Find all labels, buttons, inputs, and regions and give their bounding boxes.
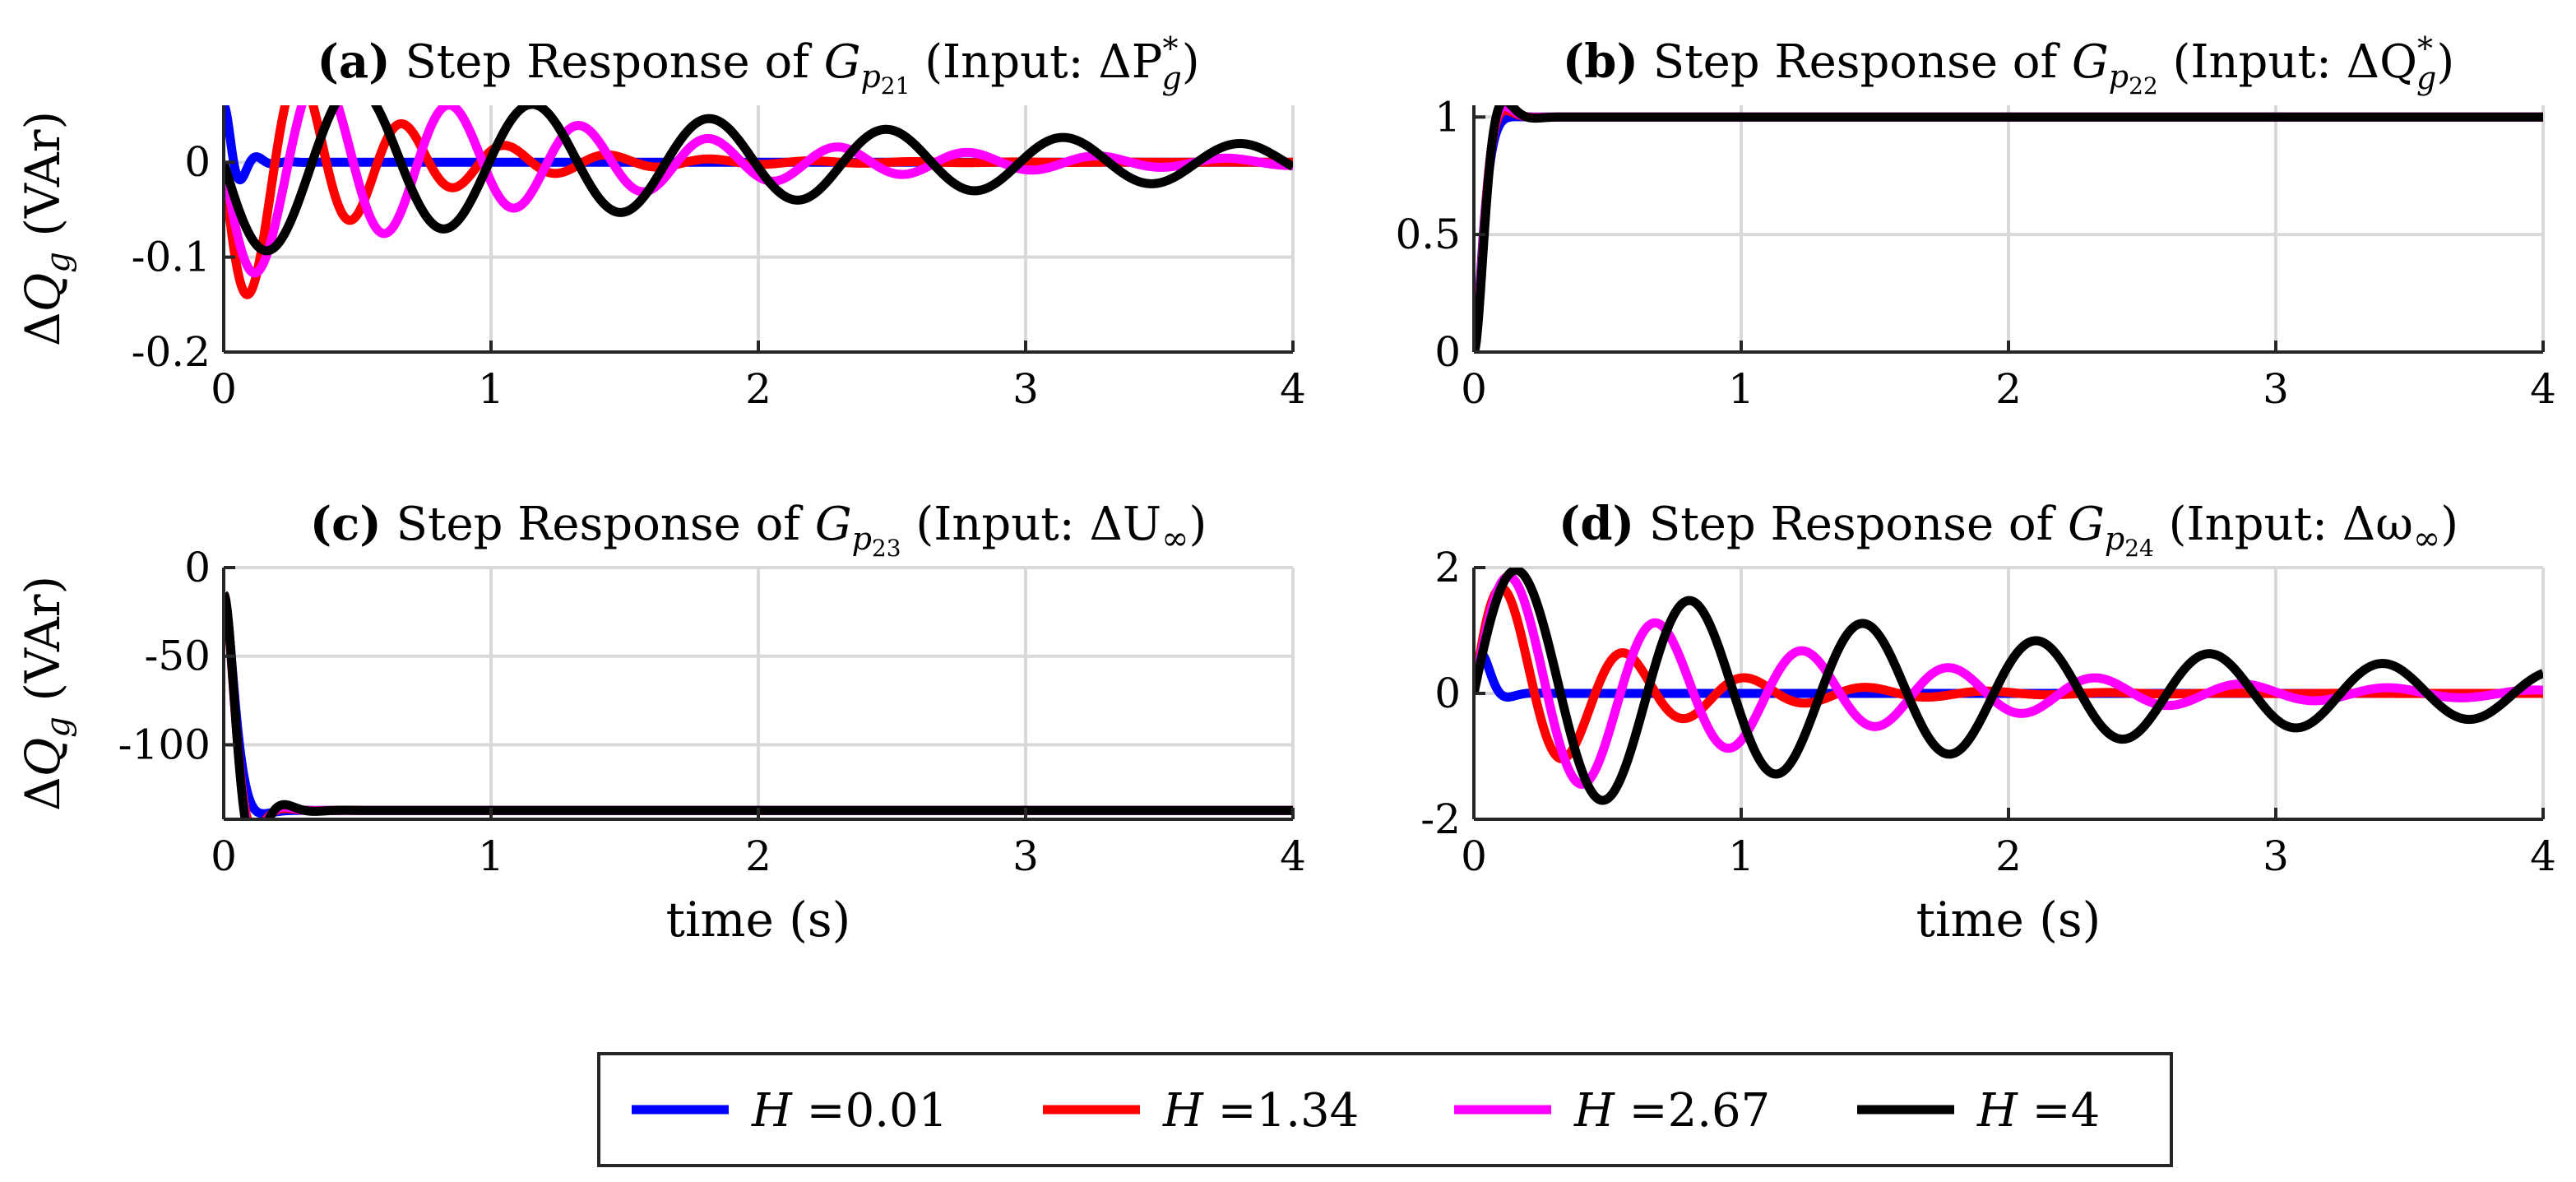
series-line-H4 xyxy=(1474,105,2543,352)
series-line-H4 xyxy=(224,105,1293,256)
series-line-H4 xyxy=(1474,568,2543,805)
x-axis-label: time (s) xyxy=(666,892,851,948)
x-tick-label: 1 xyxy=(1728,832,1754,880)
x-tick-label: 0 xyxy=(211,832,237,880)
legend-label: H =1.34 xyxy=(1162,1084,1359,1138)
y-tick-label: 0 xyxy=(1434,670,1461,717)
y-tick-label: 0 xyxy=(184,544,211,591)
legend-label: H =2.67 xyxy=(1573,1084,1770,1138)
y-tick-label: -0.2 xyxy=(132,328,211,376)
x-tick-label: 4 xyxy=(2530,832,2556,880)
y-tick-label: -100 xyxy=(118,721,211,768)
y-tick-label: 1 xyxy=(1434,93,1461,141)
x-tick-label: 0 xyxy=(1461,365,1487,413)
panel-title: (a) Step Response of Gp21 (Input: ΔP* g) xyxy=(317,30,1199,100)
chart-panels: 0 1 2 3 4 -0.2 -0.1 0 (a) Step Response of Gp21 … xyxy=(15,30,2556,948)
series-group xyxy=(1474,105,2543,352)
legend-item: H =0.01 xyxy=(632,1084,947,1138)
x-tick-label: 1 xyxy=(478,832,504,880)
x-tick-label: 2 xyxy=(1995,365,2022,413)
x-tick-label: 4 xyxy=(1280,365,1306,413)
series-line-H2-67 xyxy=(224,105,1293,278)
x-tick-label: 1 xyxy=(1728,365,1754,413)
series-group xyxy=(1474,568,2543,805)
legend-item: H =1.34 xyxy=(1043,1084,1359,1138)
y-tick-label: 0 xyxy=(1434,328,1461,376)
y-axis-label: ΔQg (VAr) xyxy=(15,111,77,346)
y-axis-label: ΔQg (VAr) xyxy=(15,576,77,811)
legend: H =0.01 H =1.34 H =2.67 H =4 xyxy=(597,1052,2173,1167)
x-tick-label: 3 xyxy=(1012,832,1039,880)
y-tick-label: 0 xyxy=(184,138,211,186)
panel-title: (b) Step Response of Gp22 (Input: ΔQ* g) xyxy=(1563,30,2454,100)
chart-panel-3: 0 1 2 3 4 -100 -50 0 (c) Step Response of Gp23 (… xyxy=(15,497,1306,948)
x-tick-label: 3 xyxy=(2263,365,2289,413)
x-tick-label: 3 xyxy=(1012,365,1039,413)
x-axis-label: time (s) xyxy=(1916,892,2101,948)
panel-title: (c) Step Response of Gp23 (Input: ΔU∞) xyxy=(310,497,1207,562)
legend-item: H =2.67 xyxy=(1454,1084,1770,1138)
x-tick-label: 4 xyxy=(1280,832,1306,880)
legend-item: H =4 xyxy=(1857,1084,2100,1138)
legend-label: H =4 xyxy=(1976,1084,2100,1138)
x-tick-label: 0 xyxy=(1461,832,1487,880)
panel-title: (d) Step Response of Gp24 (Input: Δω∞) xyxy=(1559,497,2458,562)
y-tick-label: 2 xyxy=(1434,544,1461,591)
x-tick-label: 4 xyxy=(2530,365,2556,413)
chart-panel-4: 0 1 2 3 4-202(d) Step Response of Gp24 (Inpu… xyxy=(1420,497,2556,948)
y-tick-label: -2 xyxy=(1420,795,1461,843)
series-group xyxy=(224,105,1293,299)
chart-panel-2: 0 1 2 3 4 0 0.5 1 (b) Step Response of Gp22 (Inp… xyxy=(1395,30,2555,413)
y-tick-label: 0.5 xyxy=(1395,211,1461,258)
series-line-H2-67 xyxy=(1474,572,2543,789)
x-tick-label: 3 xyxy=(2263,832,2289,880)
x-tick-label: 2 xyxy=(745,365,771,413)
x-tick-label: 2 xyxy=(745,832,771,880)
chart-panel-1: 0 1 2 3 4 -0.2 -0.1 0 (a) Step Response of Gp21 … xyxy=(15,30,1306,413)
x-tick-label: 0 xyxy=(211,365,237,413)
x-tick-label: 1 xyxy=(478,365,504,413)
y-tick-label: -50 xyxy=(144,633,211,680)
x-tick-label: 2 xyxy=(1995,832,2022,880)
y-tick-label: -0.1 xyxy=(132,234,211,281)
legend-label: H =0.01 xyxy=(751,1084,947,1138)
